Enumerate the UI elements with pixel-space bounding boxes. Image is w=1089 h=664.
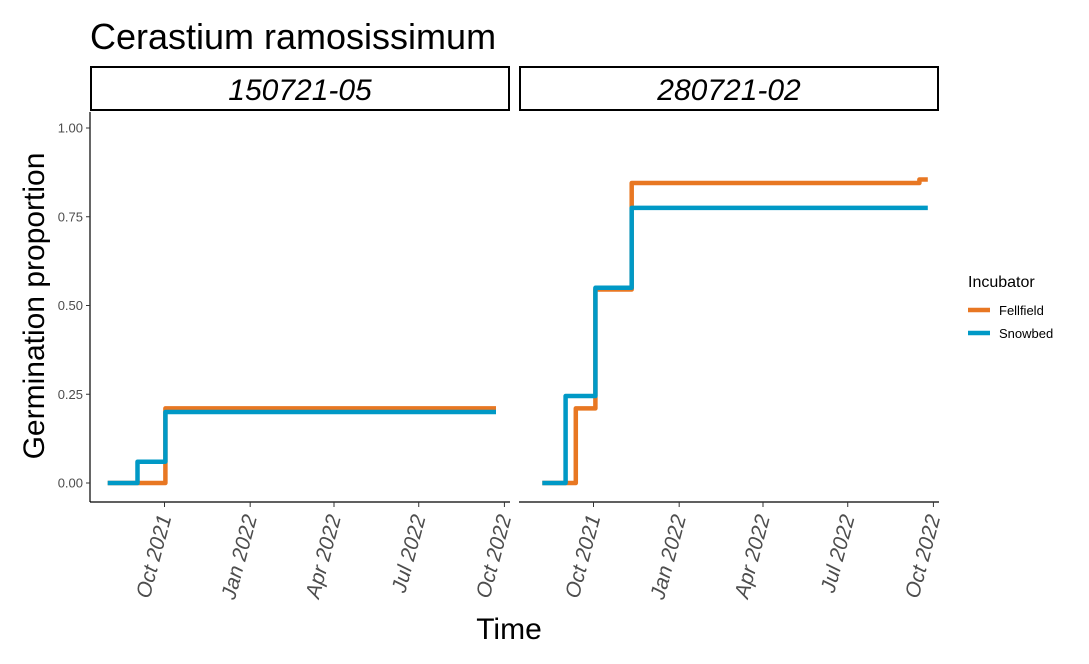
legend-label: Snowbed bbox=[999, 326, 1053, 341]
facet-strip bbox=[519, 66, 939, 111]
x-tick-label: Jul 2022 bbox=[817, 512, 860, 596]
x-tick-label: Jul 2022 bbox=[388, 512, 431, 596]
y-tick-label: 1.00 bbox=[58, 121, 83, 136]
facet-panels: 150721-05 0.00 0.25 0.50 0.75 1.00 Oct 2021 Jan… bbox=[58, 66, 945, 603]
y-tick-label: 0.00 bbox=[58, 476, 83, 491]
y-tick-label: 0.75 bbox=[58, 209, 83, 224]
facet-strip-label: 280721-02 bbox=[656, 74, 801, 107]
x-tick-label: Oct 2021 bbox=[561, 512, 605, 600]
x-tick-label: Oct 2022 bbox=[472, 512, 516, 601]
y-axis-title: Germination proportion bbox=[18, 153, 51, 460]
y-tick-label: 0.50 bbox=[58, 298, 83, 313]
x-tick-label: Oct 2022 bbox=[901, 512, 945, 601]
x-axis-title: Time bbox=[476, 613, 542, 646]
facet-panel: 280721-02 Oct 2021 Jan 2022 Apr 2022 Jul 202… bbox=[519, 66, 945, 603]
series-line-snowbed bbox=[107, 409, 496, 486]
series-line-snowbed bbox=[542, 205, 928, 486]
y-tick-label: 0.25 bbox=[58, 387, 83, 402]
legend-label: Fellfield bbox=[999, 303, 1044, 318]
legend: Incubator Fellfield Snowbed bbox=[968, 274, 1053, 341]
facet-panel: 150721-05 0.00 0.25 0.50 0.75 1.00 Oct 2021 Jan… bbox=[58, 66, 516, 603]
x-tick-label: Jan 2022 bbox=[646, 512, 691, 603]
series-line-fellfield bbox=[542, 177, 928, 486]
chart-title: Cerastium ramosissimum bbox=[90, 16, 496, 57]
x-tick-label: Apr 2022 bbox=[730, 512, 775, 603]
facet-strip bbox=[90, 66, 510, 111]
x-tick-label: Oct 2021 bbox=[132, 512, 176, 600]
x-tick-label: Apr 2022 bbox=[301, 512, 346, 603]
x-tick-label: Jan 2022 bbox=[217, 512, 262, 603]
legend-title: Incubator bbox=[968, 274, 1035, 291]
facet-strip-label: 150721-05 bbox=[228, 74, 372, 107]
